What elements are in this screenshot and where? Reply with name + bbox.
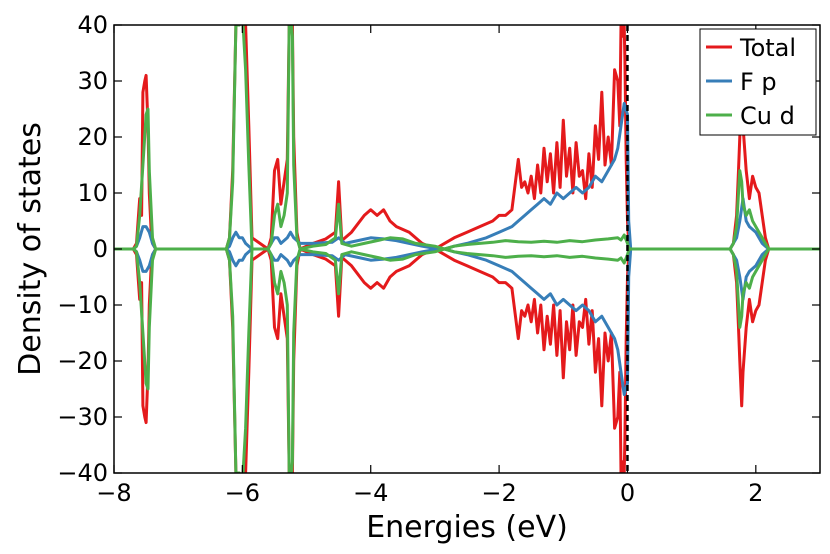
legend-label-cu-d: Cu d [740,102,795,130]
y-axis-title: Density of states [13,122,48,376]
x-tick-label: −4 [353,479,388,507]
x-tick-label: −6 [225,479,260,507]
y-tick-label: 40 [77,11,108,39]
x-tick-label: −2 [481,479,516,507]
legend: Total F p Cu d [699,28,817,136]
x-tick-label: 0 [620,479,635,507]
y-tick-label: −30 [57,403,108,431]
x-tick-label: 2 [748,479,763,507]
x-axis-title: Energies (eV) [366,510,568,545]
y-tick-label: 30 [77,67,108,95]
series-total-up [114,25,820,251]
series-total-down [114,247,820,473]
series-cu-d-up [114,25,820,251]
y-tick-label: 20 [77,123,108,151]
y-tick-label: −10 [57,291,108,319]
x-tick-label: −8 [96,479,131,507]
y-tick-label: 0 [93,235,108,263]
y-tick-label: −20 [57,347,108,375]
series-cu-d-down [114,247,820,473]
legend-label-f-p: F p [740,68,777,96]
y-tick-label: 10 [77,179,108,207]
legend-label-total: Total [739,34,796,62]
y-tick-label: −40 [57,459,108,487]
